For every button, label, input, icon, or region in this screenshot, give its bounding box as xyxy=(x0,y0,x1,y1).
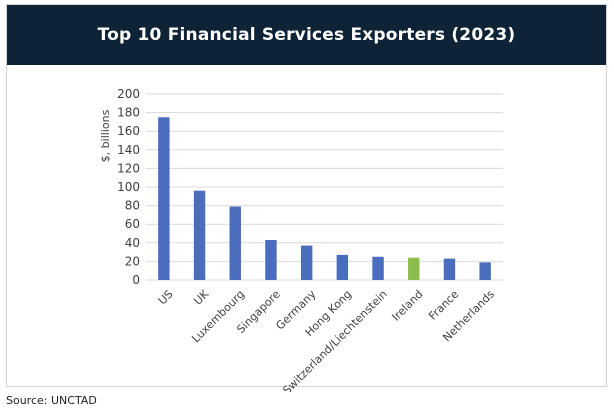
y-tick-label: 60 xyxy=(125,217,140,231)
bar-us xyxy=(158,117,170,280)
source-note: Source: UNCTAD xyxy=(6,394,97,407)
y-tick-label: 80 xyxy=(125,199,140,213)
y-tick-label: 100 xyxy=(117,180,140,194)
y-tick-label: 200 xyxy=(117,87,140,101)
bar-singapore xyxy=(265,240,277,280)
bar-ireland xyxy=(408,257,420,280)
y-tick-label: 20 xyxy=(125,254,140,268)
x-tick-label: Ireland xyxy=(389,288,425,324)
title-bar: Top 10 Financial Services Exporters (202… xyxy=(7,5,606,65)
x-tick-label: US xyxy=(156,288,176,308)
bar-germany xyxy=(300,245,313,280)
y-tick-label: 160 xyxy=(117,124,140,138)
bar-uk xyxy=(193,190,206,280)
chart-title: Top 10 Financial Services Exporters (202… xyxy=(97,25,516,45)
bar-chart: 0 20 40 60 80 100 120 140 160 180 200 $, billions US… xyxy=(99,87,503,392)
x-tick-label: UK xyxy=(191,287,212,308)
y-tick-label: 0 xyxy=(132,273,140,287)
bar-switzerland-liechtenstein xyxy=(372,256,384,280)
bar-luxembourg xyxy=(229,206,241,280)
chart-frame: Top 10 Financial Services Exporters (202… xyxy=(6,4,607,387)
y-tick-label: 180 xyxy=(117,106,140,120)
y-tick-label: 120 xyxy=(117,161,140,175)
y-tick-label: 140 xyxy=(117,143,140,157)
bar-hong-kong xyxy=(336,254,349,280)
y-axis-label: $, billions xyxy=(99,109,112,162)
x-tick-label: France xyxy=(426,287,461,322)
bar-france xyxy=(443,258,456,280)
y-tick-label: 40 xyxy=(125,236,140,250)
bar-netherlands xyxy=(479,262,491,280)
